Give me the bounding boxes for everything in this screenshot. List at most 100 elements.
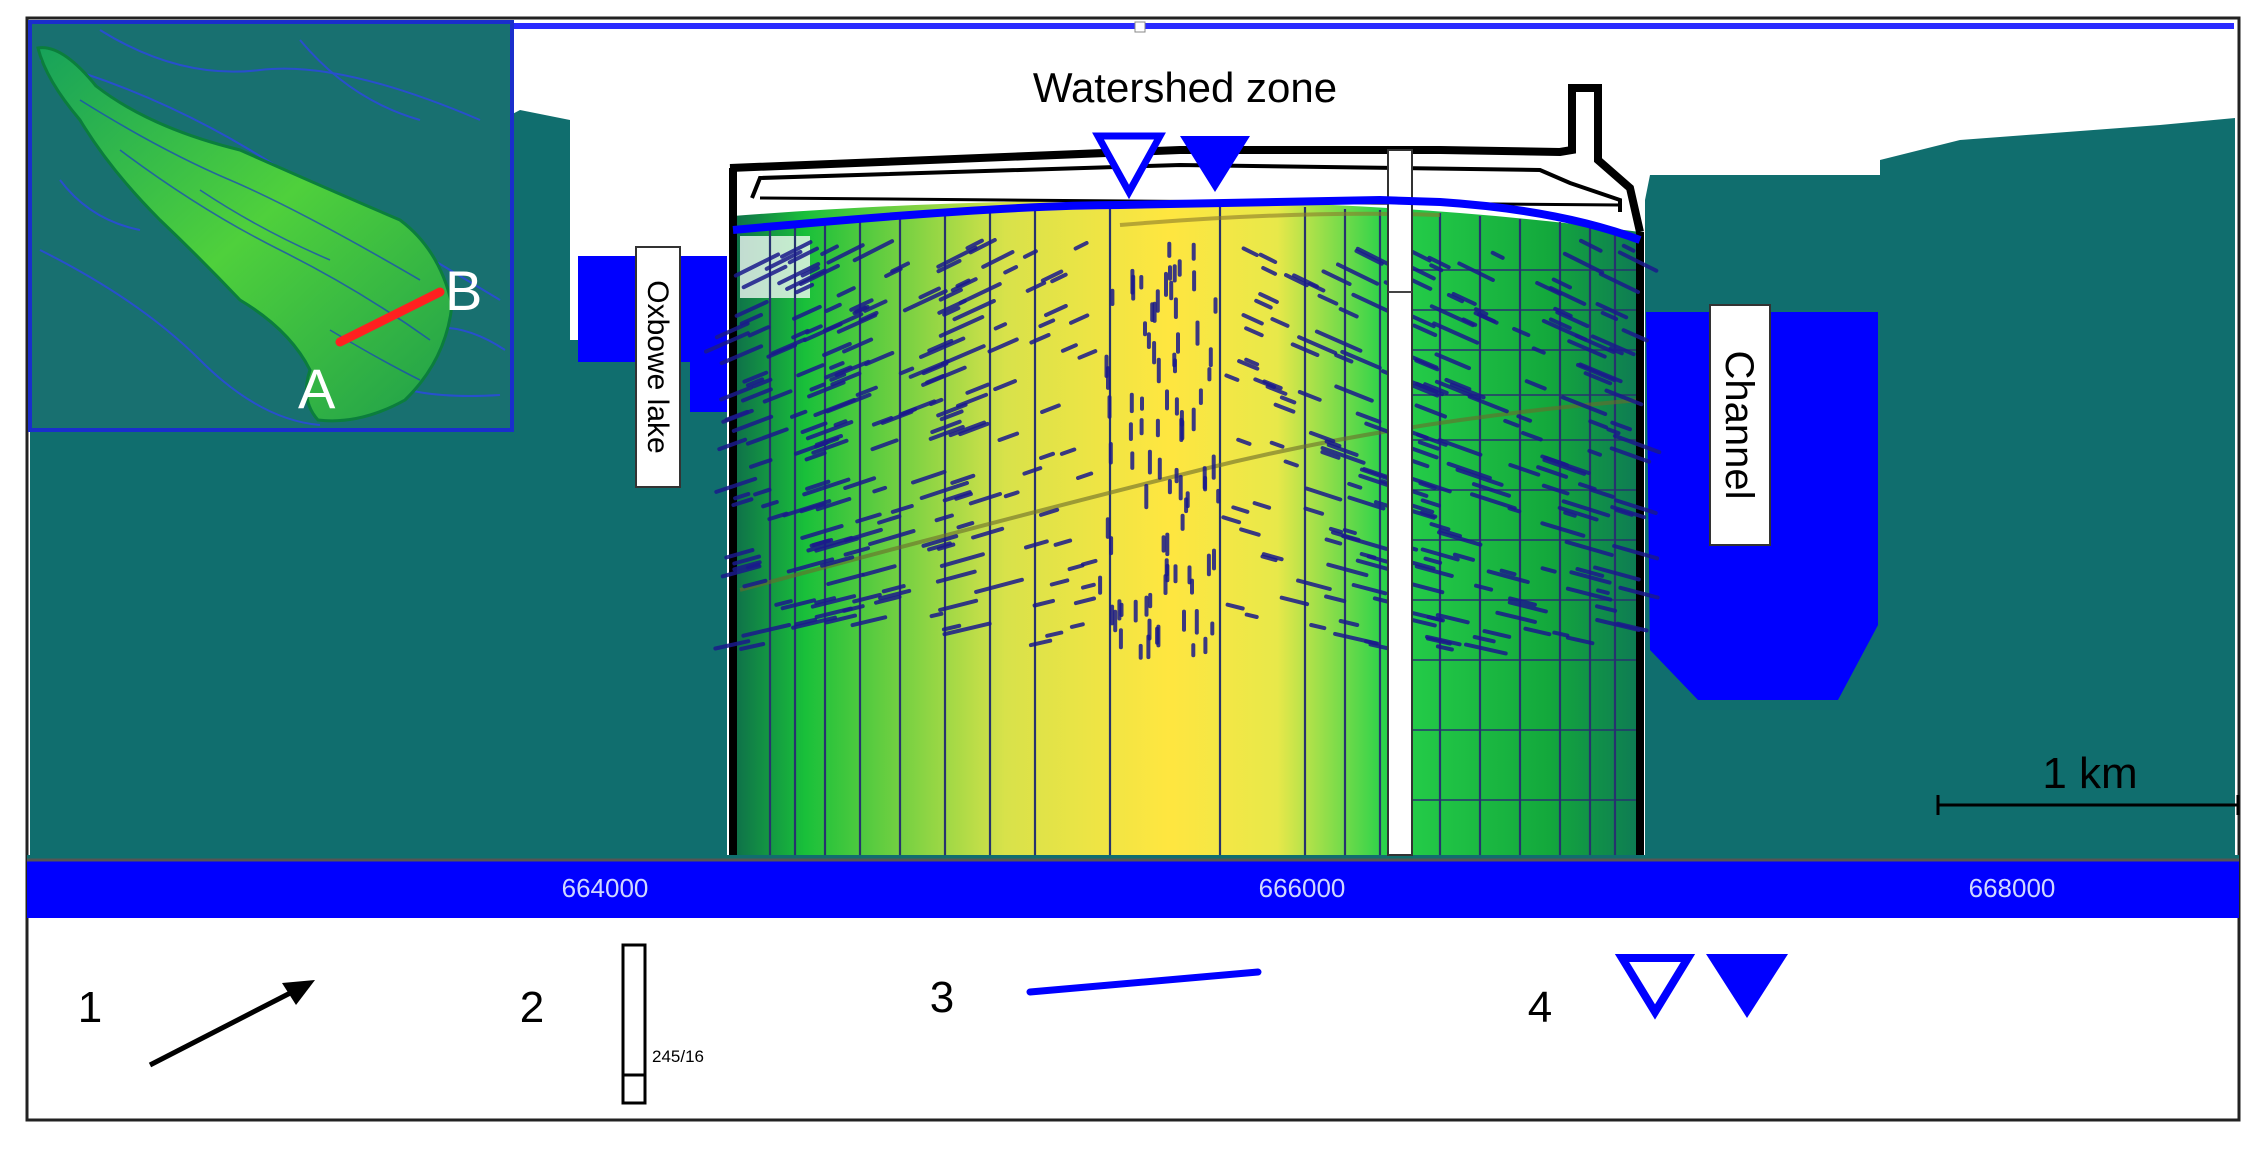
flow-vector	[1423, 556, 1443, 565]
flow-vector	[800, 421, 828, 434]
flow-vector	[1595, 302, 1629, 320]
flow-vector	[1495, 610, 1537, 624]
flow-vector	[811, 438, 849, 455]
flow-vector	[898, 366, 915, 376]
flow-vector	[731, 414, 774, 433]
flow-vector	[942, 621, 992, 637]
flow-vector	[890, 504, 914, 514]
flow-vector	[925, 374, 946, 385]
flow-vector	[1340, 349, 1382, 370]
flow-vector	[1237, 359, 1260, 371]
flow-vector	[1334, 384, 1374, 403]
flow-vector	[852, 239, 895, 263]
flow-vector	[843, 476, 877, 490]
flow-vector	[791, 328, 810, 340]
flow-vector	[1347, 481, 1363, 490]
flow-vector	[1574, 333, 1616, 354]
flow-vector	[938, 315, 985, 338]
flow-vector	[872, 485, 888, 494]
flow-vector	[1569, 570, 1612, 585]
flow-vector	[1429, 263, 1444, 273]
flow-vector	[714, 321, 750, 340]
flow-vector	[791, 615, 837, 630]
flow-vector	[871, 416, 894, 427]
flow-vector	[1590, 334, 1636, 357]
flow-vector	[770, 337, 807, 356]
flow-vector	[1024, 539, 1049, 550]
flow-vector	[1429, 522, 1451, 532]
flow-vector	[1069, 622, 1085, 629]
flow-vector	[1409, 265, 1436, 281]
oxbow-lake-label-box: Oxbowe lake	[635, 246, 681, 488]
water-table-line-icon	[1026, 968, 1262, 996]
flow-vector	[971, 526, 1005, 540]
flow-vector	[1308, 430, 1336, 444]
flow-vector	[1610, 420, 1632, 432]
x-axis-bar: 664000 666000 668000	[27, 858, 2239, 918]
flow-vector	[1029, 333, 1051, 345]
flow-vector	[1457, 261, 1495, 282]
flow-vector	[786, 557, 835, 574]
x-tick-666000: 666000	[1259, 873, 1346, 903]
flow-vector	[855, 385, 878, 397]
flow-vector	[717, 437, 748, 452]
flow-vector	[810, 594, 857, 609]
flow-vector	[1557, 505, 1599, 522]
well-label: 245/16	[652, 1047, 704, 1066]
flow-vector	[719, 385, 754, 402]
flow-vector	[1612, 544, 1660, 561]
inset-map: A B	[28, 20, 514, 432]
flow-vector	[1420, 547, 1460, 562]
flow-vector	[1244, 612, 1259, 619]
flow-vector	[1324, 537, 1343, 546]
flow-vector	[950, 277, 978, 293]
flow-vector	[731, 497, 754, 507]
flow-vector	[997, 431, 1020, 442]
flow-vector	[1617, 250, 1659, 273]
flow-vector	[954, 492, 973, 501]
flow-vector	[1426, 636, 1452, 646]
flow-vector	[1548, 286, 1587, 306]
flow-vector	[1587, 448, 1602, 457]
flow-vector	[1261, 552, 1284, 562]
flow-vector	[739, 642, 766, 651]
flow-vector	[890, 261, 910, 274]
flow-vector	[1069, 313, 1090, 325]
flow-vector	[825, 392, 872, 414]
flow-vector	[1432, 321, 1480, 345]
flow-vector	[1521, 431, 1543, 442]
flow-vector	[1338, 307, 1359, 319]
flow-vector	[1355, 411, 1382, 424]
flow-vector	[1304, 486, 1343, 502]
legend-number-4: 4	[1528, 983, 1552, 1032]
flow-vector	[1524, 379, 1547, 391]
flow-vector	[950, 473, 976, 485]
flow-vector	[852, 592, 882, 604]
flow-vector	[1258, 292, 1279, 304]
flow-vector	[761, 500, 779, 509]
flow-vector	[1595, 604, 1618, 613]
flow-vector	[836, 286, 856, 298]
scale-bar: 1 km	[1936, 749, 2240, 815]
flow-vector	[1576, 363, 1617, 382]
flow-vector	[1354, 249, 1384, 266]
flow-vector	[820, 555, 855, 568]
water-table-line	[732, 195, 1642, 244]
flow-vector	[836, 313, 878, 334]
flow-vector	[1261, 266, 1278, 276]
flow-vector	[814, 536, 859, 553]
flow-vector	[762, 389, 793, 404]
flow-vector	[713, 639, 751, 651]
flow-vector	[1258, 252, 1278, 264]
flow-vector	[1320, 450, 1341, 460]
flow-vector	[993, 379, 1017, 392]
flow-vector	[855, 512, 882, 524]
flow-vector	[1414, 403, 1447, 419]
flow-vector	[1600, 310, 1619, 321]
flow-vector	[929, 611, 944, 619]
flow-vector	[1253, 377, 1277, 389]
flow-vector	[809, 538, 834, 548]
flow-vector	[1060, 343, 1078, 353]
flow-vector	[1540, 566, 1557, 574]
flow-vector	[1593, 565, 1641, 582]
